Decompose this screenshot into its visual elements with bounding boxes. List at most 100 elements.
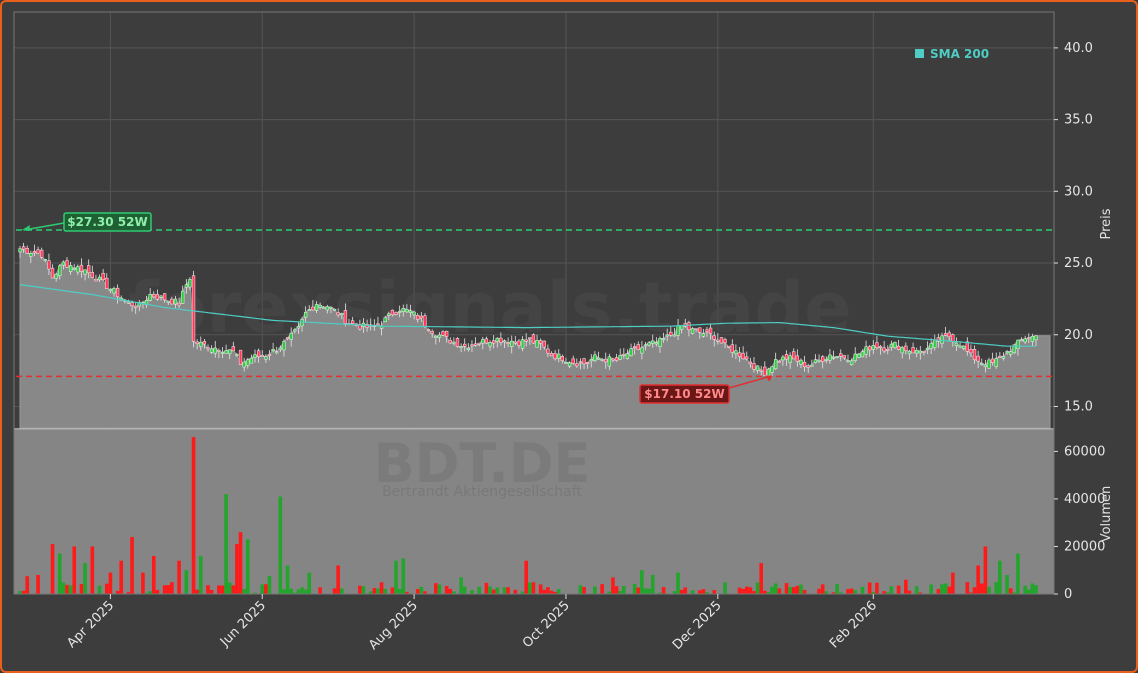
candle-body [322,306,326,309]
volume-bar [61,582,66,594]
candle-body [618,355,622,360]
candle-body [842,355,847,359]
volume-bar [914,586,919,594]
volume-bar [672,591,677,594]
candle-body [943,333,948,336]
high-52w-label-box [63,212,152,232]
candle-body [629,348,633,357]
candle-body [531,334,536,344]
candle-body [285,337,290,340]
candle-body [857,353,861,358]
volume-bar [618,590,622,594]
candle-body [665,334,669,337]
candle-body [275,351,279,354]
candle-body [586,362,590,364]
candle-body [25,248,29,254]
candle-body [1012,344,1016,353]
candle-body [21,246,26,250]
candle-body [32,250,37,254]
candle-body [188,279,192,288]
volume-bar [918,592,923,594]
candle-body [647,342,651,346]
volume-bar [784,583,789,594]
volume-bar [282,589,286,594]
candle-body [958,345,962,348]
candle-body [712,335,716,340]
volume-bar [553,591,557,594]
candle-body [893,342,897,349]
candle-body [925,347,930,350]
candle-body [260,354,264,357]
candle-body [1009,351,1013,355]
candle-body [987,359,991,369]
volume-bar [361,586,366,594]
candle-body [716,339,720,342]
candle-body [466,348,470,351]
candle-body [235,354,239,356]
candle-body [318,304,322,308]
price-axis-label: Preis [1099,208,1114,239]
candle-body [669,331,673,336]
candle-body [332,308,337,311]
candle-body [643,344,648,347]
volume-bar [904,579,908,594]
candle-body [918,350,922,354]
volume-tick-label: 40000 [1064,492,1105,507]
volume-bar [1026,589,1031,594]
volume-bar [546,587,550,594]
candle-body [954,342,959,346]
candle-body [969,348,973,354]
candle-body [488,342,492,347]
volume-bar [556,589,561,594]
volume-bar [303,589,308,594]
volume-bar [773,583,778,594]
candle-body [195,341,199,344]
volume-bar [614,586,619,594]
candle-body [824,358,828,361]
candle-body [47,260,51,270]
volume-bar [57,553,62,594]
candle-body [159,295,163,298]
volume-bar [72,546,77,594]
candle-body [886,349,890,351]
candle-body [126,301,131,304]
candle-body [828,354,832,361]
candle-body [922,350,926,353]
candle-body [112,288,116,294]
candle-body [253,354,257,358]
volume-bar [115,590,120,594]
candle-body [582,358,586,365]
candle-body [564,361,568,364]
candle-body [405,309,409,313]
volume-bar [846,589,850,594]
volume-bar [1005,574,1009,594]
candle-body [394,312,398,315]
volume-bar [177,560,181,594]
x-tick-label: Feb 2026 [827,598,880,651]
candle-body [155,294,160,300]
candle-body [184,284,188,288]
candle-body [397,311,402,313]
candle-body [390,309,395,316]
candle-body [249,357,254,364]
volume-bar [983,546,988,594]
candle-body [636,344,640,350]
candle-body [307,309,311,311]
candle-body [246,359,250,366]
volume-bar [264,584,268,594]
price-tick-label: 40.0 [1064,41,1093,56]
volume-bar [18,591,22,594]
volume-bar [267,576,272,594]
candle-body [278,347,282,350]
x-tick-label: Apr 2025 [64,598,117,651]
candle-body [68,265,73,272]
candle-body [430,331,434,334]
volume-bar [36,574,40,594]
volume-bar [1012,592,1017,594]
candle-body [499,337,503,343]
candle-body [495,337,499,342]
volume-bar [802,589,807,594]
volume-bar [260,584,265,594]
candle-body [228,349,232,355]
volume-bar [50,544,55,594]
